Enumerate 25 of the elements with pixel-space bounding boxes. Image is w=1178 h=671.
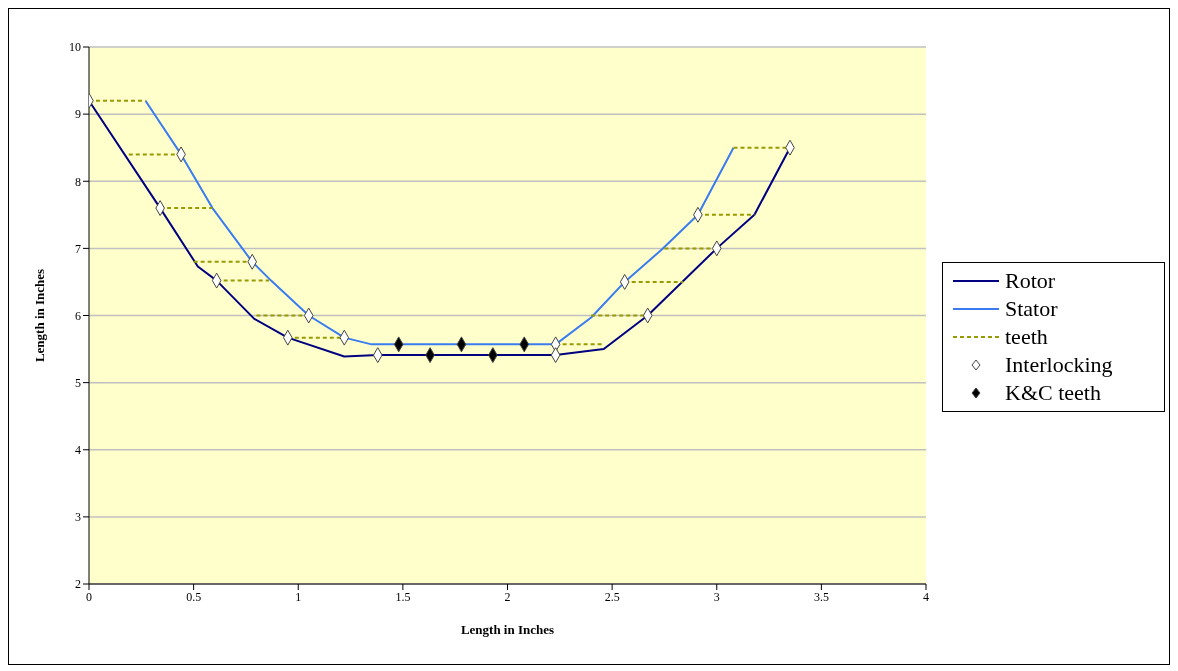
x-tick-label: 2 xyxy=(504,589,511,604)
x-tick-label: 3 xyxy=(713,589,720,604)
x-tick-label: 3.5 xyxy=(813,589,829,604)
legend-label: Rotor xyxy=(1005,267,1056,294)
y-tick-label: 9 xyxy=(75,107,81,122)
y-axis-title: Length in Inches xyxy=(31,268,47,363)
legend-label: Stator xyxy=(1005,295,1058,322)
legend-label: Interlocking xyxy=(1005,351,1113,378)
y-tick-label: 8 xyxy=(75,174,81,189)
y-tick-label: 4 xyxy=(75,443,81,458)
y-tick-label: 7 xyxy=(75,241,81,256)
y-tick-label: 6 xyxy=(75,308,81,323)
y-tick-label: 10 xyxy=(69,40,81,55)
y-tick-label: 5 xyxy=(75,375,81,390)
y-tick-label: 2 xyxy=(75,577,81,592)
x-tick-label: 1.5 xyxy=(395,589,411,604)
x-tick-label: 1 xyxy=(295,589,302,604)
x-tick-label: 0 xyxy=(86,589,92,604)
y-tick-label: 3 xyxy=(75,510,81,525)
x-tick-label: 0.5 xyxy=(186,589,202,604)
legend-label: K&C teeth xyxy=(1005,379,1101,406)
x-tick-label: 2.5 xyxy=(604,589,620,604)
legend-label: teeth xyxy=(1005,323,1048,350)
x-axis-title: Length in Inches xyxy=(460,622,555,637)
x-tick-label: 4 xyxy=(923,589,929,604)
